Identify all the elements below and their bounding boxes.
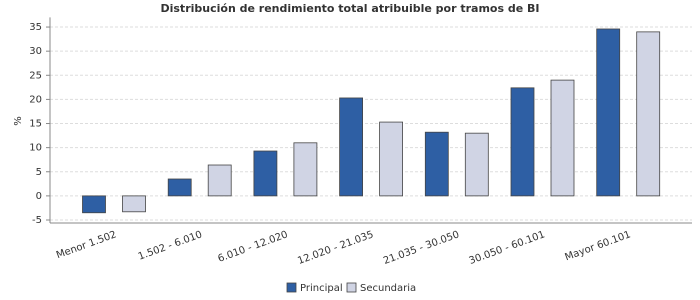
bar — [293, 142, 318, 197]
bar — [596, 28, 621, 197]
y-tick-label: 20 — [29, 94, 42, 105]
y-tick-label: 15 — [29, 119, 42, 130]
bar — [424, 131, 449, 197]
legend-label: Principal — [300, 283, 343, 294]
bar — [550, 79, 575, 197]
legend-label: Secundaria — [360, 283, 416, 294]
bar — [636, 31, 661, 197]
bar — [379, 121, 404, 197]
y-tick-label: 25 — [29, 70, 42, 81]
y-tick-label: -5 — [32, 215, 42, 226]
y-tick-label: 35 — [29, 22, 42, 33]
x-tick-label: 1.502 - 6.010 — [137, 229, 204, 262]
bar — [510, 87, 535, 197]
y-tick-label: 10 — [29, 143, 42, 154]
bar — [122, 195, 146, 213]
bar — [167, 178, 192, 197]
bar — [253, 150, 278, 197]
bar — [82, 195, 106, 214]
x-tick-label: Mayor 60.101 — [564, 229, 633, 263]
x-tick-label: 6.010 - 12.020 — [217, 229, 290, 265]
x-tick-label: 12.020 - 21.035 — [296, 229, 375, 267]
y-tick-label: 5 — [36, 167, 42, 178]
legend-swatch — [346, 282, 357, 293]
legend-swatch — [286, 282, 297, 293]
bar — [464, 132, 489, 197]
y-tick-label: 30 — [29, 46, 42, 57]
bar — [339, 97, 364, 197]
chart-title: Distribución de rendimiento total atribu… — [160, 2, 539, 15]
x-tick-label: 21.035 - 30.050 — [382, 229, 461, 267]
bar — [207, 164, 232, 197]
x-tick-label: Menor 1.502 — [55, 229, 118, 261]
x-tick-label: 30.050 - 60.101 — [468, 229, 547, 267]
y-axis-label: % — [13, 116, 24, 126]
y-tick-label: 0 — [36, 191, 42, 202]
